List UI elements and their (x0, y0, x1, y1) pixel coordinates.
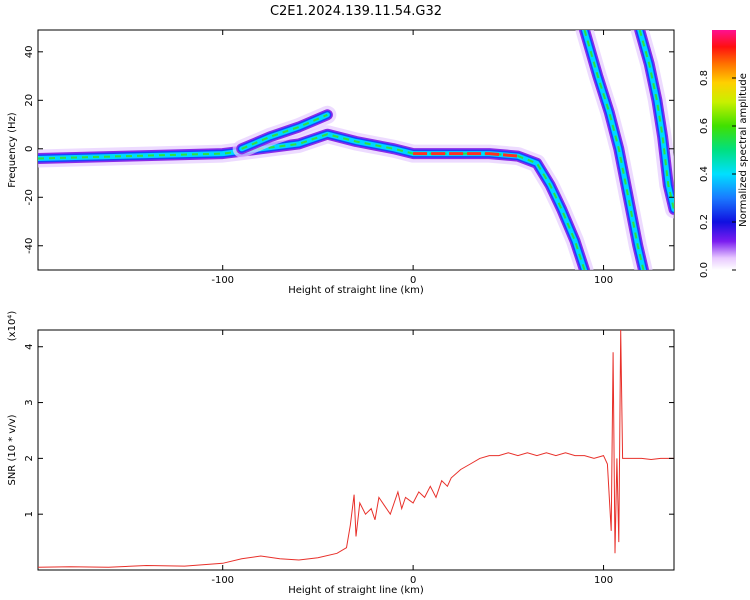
track-hot-segment (413, 152, 519, 158)
colorbar: 0.0 0.2 0.4 0.6 0.8 Normalized spectral ampl… (699, 30, 749, 278)
spectrogram-x-tick-label: -100 (211, 275, 234, 286)
snr-y-tick-label: 3 (24, 399, 35, 405)
track-center-upper-branch (241, 113, 328, 150)
spectrogram-y-tick-label: 0 (24, 146, 35, 152)
track-center-descending-2 (638, 30, 674, 210)
colorbar-tick-label: 0.2 (699, 214, 710, 230)
snr-x-tick-label: -100 (211, 575, 234, 586)
colorbar-gradient (712, 30, 736, 270)
spectrogram-panel: -100 0 100 -40 -20 0 20 40 Height of straight … (7, 29, 675, 296)
snr-panel: -100 0 100 1 2 3 4 Height of straight line (k… (7, 311, 675, 596)
spectrogram-y-tick-label: -20 (24, 189, 35, 205)
spectrogram-y-label: Frequency (Hz) (7, 112, 18, 188)
colorbar-tick-label: 0.8 (699, 70, 710, 86)
snr-y-label: SNR (10 * v/v) (7, 414, 18, 485)
snr-y-tick-label: 4 (24, 344, 35, 350)
colorbar-label: Normalized spectral amplitude (738, 73, 749, 227)
snr-x-label: Height of straight line (km) (288, 585, 424, 596)
snr-x-ticks: -100 0 100 (211, 330, 613, 586)
spectrogram-x-label: Height of straight line (km) (288, 285, 424, 296)
snr-x-tick-label: 100 (594, 575, 613, 586)
snr-y-tick-label: 2 (24, 455, 35, 461)
colorbar-tick-label: 0.6 (699, 118, 710, 134)
snr-y-ticks: 1 2 3 4 (24, 344, 674, 517)
spectrogram-y-tick-label: 40 (24, 45, 35, 58)
colorbar-tick-label: 0.4 (699, 166, 710, 182)
colorbar-ticks: 0.0 0.2 0.4 0.6 0.8 (699, 70, 736, 278)
snr-y-multiplier: (x10⁴) (7, 311, 18, 342)
spectrogram-x-ticks: -100 0 100 (211, 30, 613, 286)
colorbar-tick-label: 0.0 (699, 262, 710, 278)
track-center-descending-1 (583, 30, 645, 270)
spectrogram-tracks (38, 30, 674, 270)
figure-title: C2E1.2024.139.11.54.G32 (270, 4, 442, 19)
snr-series (37, 329, 674, 568)
snr-line (37, 329, 674, 568)
spectrogram-y-tick-label: 20 (24, 94, 35, 107)
spectrogram-y-tick-label: -40 (24, 238, 35, 254)
snr-y-tick-label: 1 (24, 511, 35, 517)
spectrogram-x-tick-label: 100 (594, 275, 613, 286)
snr-x-tick-label: 0 (410, 575, 416, 586)
spectrogram-x-tick-label: 0 (410, 275, 416, 286)
spectrogram-y-ticks: -40 -20 0 20 40 (24, 45, 674, 254)
